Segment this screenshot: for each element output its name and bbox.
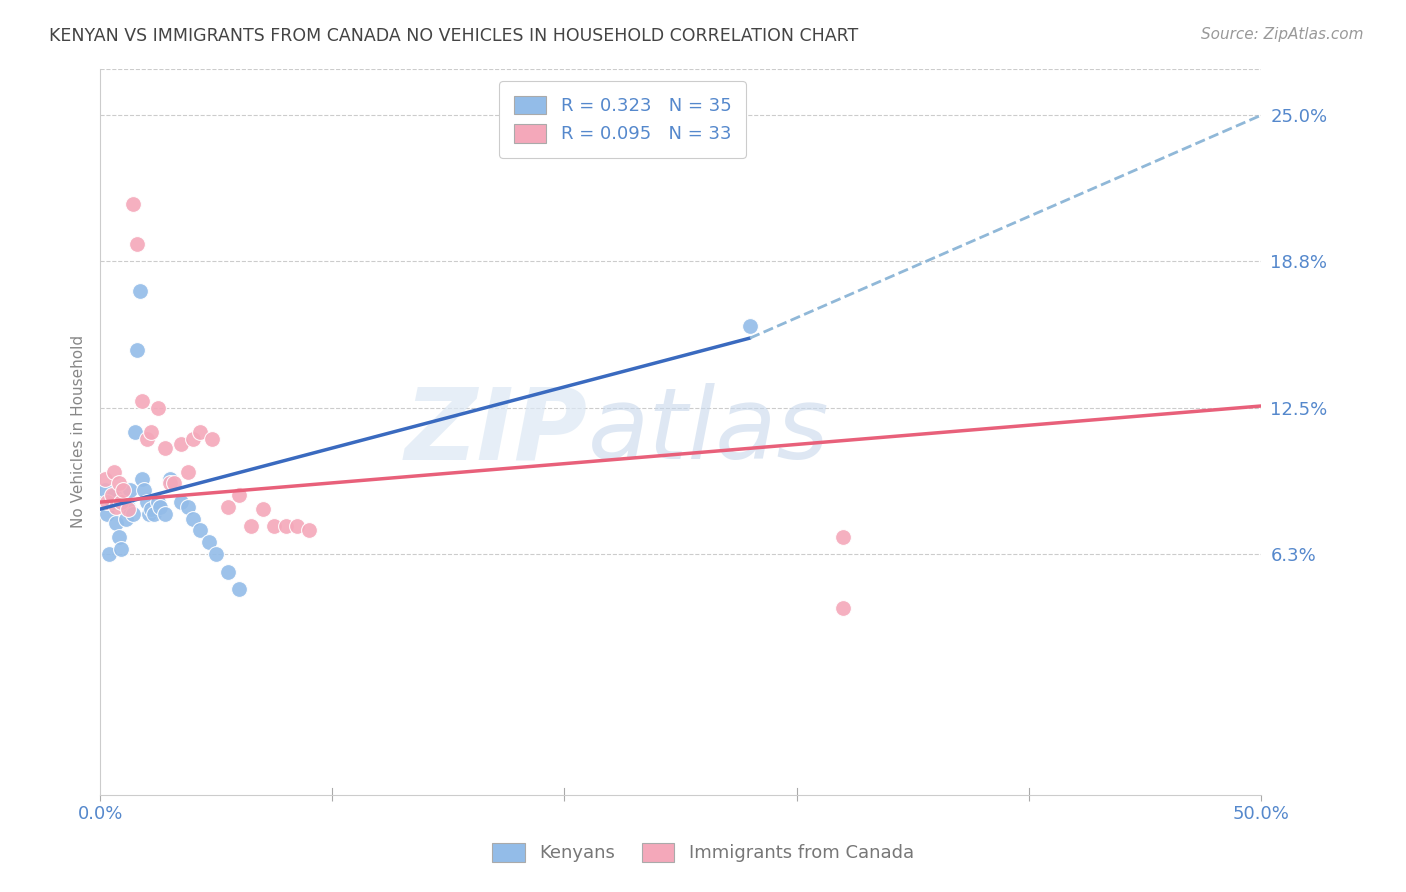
Text: ZIP: ZIP (405, 384, 588, 480)
Point (135, 495, 157, 509)
Point (217, 566, 239, 580)
Point (121, 507, 143, 521)
Point (141, 425, 163, 439)
Point (177, 500, 200, 514)
Point (159, 472, 181, 486)
Point (738, 319, 761, 334)
Point (110, 541, 132, 556)
Point (153, 441, 176, 455)
Point (188, 523, 211, 537)
Point (135, 432, 157, 446)
Point (163, 476, 186, 491)
Point (146, 401, 169, 416)
Point (117, 500, 139, 514)
Point (107, 476, 129, 491)
Point (217, 500, 239, 514)
Point (146, 495, 169, 509)
Point (240, 518, 263, 533)
Point (107, 530, 129, 544)
Point (112, 495, 135, 509)
Point (159, 476, 181, 491)
Point (94, 472, 117, 486)
Text: KENYAN VS IMMIGRANTS FROM CANADA NO VEHICLES IN HOUSEHOLD CORRELATION CHART: KENYAN VS IMMIGRANTS FROM CANADA NO VEHI… (49, 27, 859, 45)
Y-axis label: No Vehicles in Household: No Vehicles in Household (72, 335, 86, 528)
Point (142, 507, 165, 521)
Point (205, 547, 228, 561)
Point (96, 507, 118, 521)
Point (131, 472, 153, 486)
Point (200, 432, 222, 446)
Point (120, 483, 142, 498)
Point (181, 432, 204, 446)
Point (153, 507, 176, 521)
Point (149, 500, 172, 514)
Point (98, 547, 121, 561)
Point (121, 197, 143, 211)
Point (263, 518, 285, 533)
Point (124, 425, 146, 439)
Point (105, 500, 128, 514)
Point (127, 343, 149, 357)
Point (100, 495, 122, 509)
Legend: Kenyans, Immigrants from Canada: Kenyans, Immigrants from Canada (485, 836, 921, 870)
Point (103, 488, 125, 502)
Point (94, 483, 117, 498)
Point (228, 488, 250, 502)
Point (228, 582, 250, 596)
Point (177, 465, 200, 479)
Point (252, 502, 274, 516)
Point (198, 535, 221, 549)
Point (114, 511, 136, 525)
Text: Source: ZipAtlas.com: Source: ZipAtlas.com (1201, 27, 1364, 42)
Point (103, 465, 125, 479)
Point (131, 394, 153, 409)
Legend: R = 0.323   N = 35, R = 0.095   N = 33: R = 0.323 N = 35, R = 0.095 N = 33 (499, 81, 745, 158)
Point (128, 284, 150, 298)
Point (287, 518, 309, 533)
Point (832, 600, 855, 615)
Point (110, 495, 132, 509)
Point (105, 516, 128, 531)
Point (100, 488, 122, 502)
Point (112, 483, 135, 498)
Point (127, 237, 149, 252)
Point (138, 507, 160, 521)
Text: atlas: atlas (588, 384, 830, 480)
Point (298, 523, 321, 537)
Point (832, 530, 855, 544)
Point (96, 495, 118, 509)
Point (170, 436, 193, 450)
Point (170, 495, 193, 509)
Point (134, 483, 156, 498)
Point (141, 502, 163, 516)
Point (181, 511, 204, 525)
Point (274, 518, 297, 533)
Point (117, 502, 139, 516)
Point (188, 425, 211, 439)
